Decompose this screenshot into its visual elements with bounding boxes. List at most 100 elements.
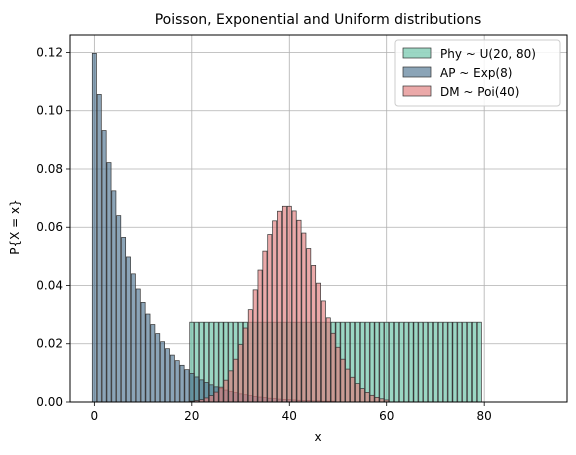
bar — [472, 322, 476, 402]
y-tick-label: 0.08 — [36, 162, 63, 176]
bar — [209, 396, 213, 402]
legend: Phy ~ U(20, 80) AP ~ Exp(8) DM ~ Poi(40) — [395, 40, 560, 106]
bar — [253, 290, 257, 402]
bar — [180, 365, 184, 402]
x-tick-label: 20 — [184, 409, 199, 423]
bar — [346, 369, 350, 402]
bar — [287, 206, 291, 402]
bar — [136, 289, 140, 402]
bar — [107, 163, 111, 402]
bar — [238, 345, 242, 402]
bar — [263, 251, 267, 402]
y-tick-label: 0.04 — [36, 278, 63, 292]
bar — [185, 370, 189, 402]
bar — [243, 328, 247, 402]
bar — [419, 322, 423, 402]
bar — [102, 131, 106, 402]
legend-swatch — [403, 86, 431, 96]
bar — [312, 265, 316, 402]
legend-label: AP ~ Exp(8) — [440, 66, 512, 80]
y-tick-label: 0.02 — [36, 337, 63, 351]
bar — [165, 349, 169, 402]
bar — [370, 395, 374, 402]
bar — [204, 398, 208, 402]
bar — [380, 322, 384, 402]
bar — [175, 361, 179, 402]
bar — [326, 318, 330, 402]
bar — [375, 397, 379, 402]
y-tick-label: 0.10 — [36, 104, 63, 118]
bar — [258, 270, 262, 402]
bar — [92, 53, 96, 402]
bar — [375, 322, 379, 402]
bar — [467, 322, 471, 402]
bar — [477, 322, 481, 402]
bar — [321, 301, 325, 402]
bar — [365, 322, 369, 402]
bar — [146, 314, 150, 402]
bar — [360, 389, 364, 402]
bar — [126, 257, 130, 402]
bar — [394, 322, 398, 402]
bar — [195, 377, 199, 402]
bar — [453, 322, 457, 402]
bar — [351, 377, 355, 402]
bar — [370, 322, 374, 402]
bar — [229, 371, 233, 402]
x-tick-label: 0 — [91, 409, 99, 423]
bar — [443, 322, 447, 402]
bar — [404, 322, 408, 402]
bar — [248, 310, 252, 402]
y-tick-label: 0.12 — [36, 45, 63, 59]
bar — [117, 216, 121, 402]
bar — [141, 302, 145, 402]
bar — [234, 359, 238, 402]
bar — [131, 274, 135, 402]
bar — [97, 94, 101, 402]
x-tick-label: 80 — [477, 409, 492, 423]
bar — [448, 322, 452, 402]
bar — [428, 322, 432, 402]
bar — [292, 211, 296, 402]
bar — [277, 211, 281, 402]
bar — [390, 322, 394, 402]
bar — [112, 191, 116, 402]
bar — [273, 221, 277, 402]
bar — [190, 373, 194, 402]
y-tick-label: 0.00 — [36, 395, 63, 409]
x-tick-label: 40 — [282, 409, 297, 423]
chart-title: Poisson, Exponential and Uniform distrib… — [155, 12, 482, 28]
bar — [170, 355, 174, 402]
y-axis-label: P{X = x} — [8, 199, 22, 255]
bar — [199, 380, 203, 402]
bar — [414, 322, 418, 402]
legend-swatch — [403, 67, 431, 77]
legend-label: Phy ~ U(20, 80) — [440, 47, 536, 61]
bar — [385, 322, 389, 402]
bar — [365, 392, 369, 402]
y-tick-label: 0.06 — [36, 220, 63, 234]
bar — [399, 322, 403, 402]
bar — [331, 333, 335, 402]
bar — [214, 392, 218, 402]
bar — [122, 237, 126, 402]
bar — [458, 322, 462, 402]
bar — [219, 387, 223, 402]
bar — [341, 359, 345, 402]
bar — [302, 233, 306, 402]
bar — [156, 334, 160, 402]
bar — [268, 235, 272, 402]
bar — [307, 249, 311, 402]
bar — [151, 325, 155, 402]
bar — [282, 206, 286, 402]
bar — [433, 322, 437, 402]
bar — [409, 322, 413, 402]
bar — [161, 342, 165, 402]
legend-label: DM ~ Poi(40) — [440, 85, 519, 99]
bar — [297, 220, 301, 402]
x-axis-label: x — [314, 430, 321, 444]
bar — [438, 322, 442, 402]
x-tick-label: 60 — [379, 409, 394, 423]
bar — [355, 384, 359, 402]
